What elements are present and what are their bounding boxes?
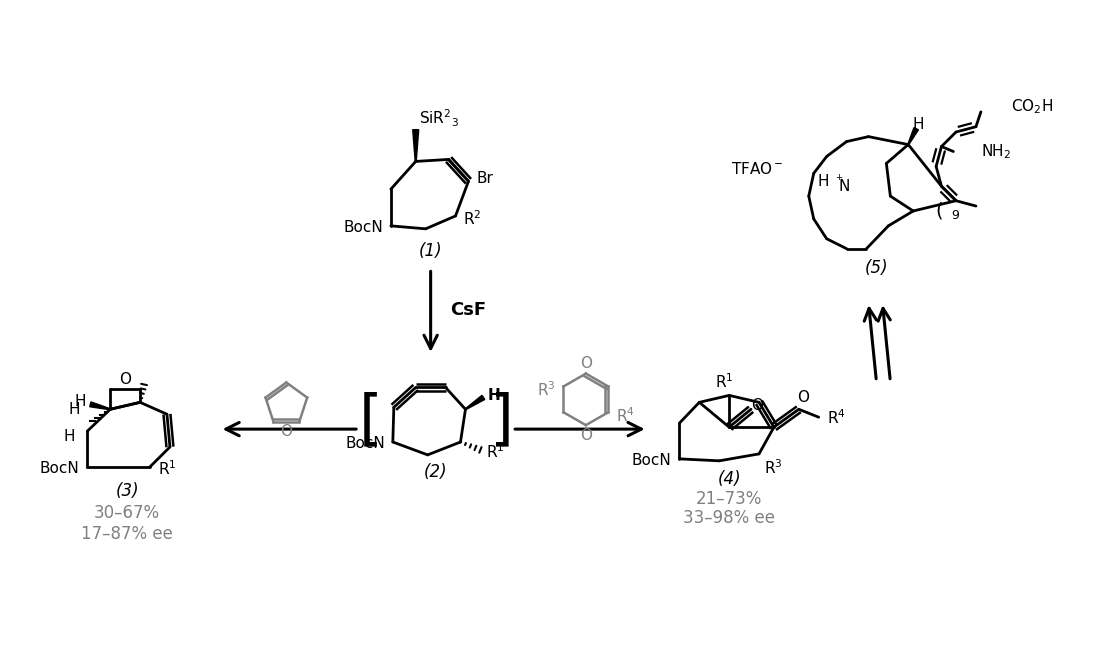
Text: 33–98% ee: 33–98% ee	[684, 509, 775, 527]
Text: H: H	[75, 394, 86, 409]
Text: ]: ]	[490, 392, 515, 450]
Polygon shape	[466, 395, 485, 409]
Polygon shape	[90, 402, 111, 409]
Text: CsF: CsF	[451, 301, 487, 319]
Text: (: (	[935, 202, 943, 221]
Text: CO$_2$H: CO$_2$H	[1010, 98, 1053, 117]
Text: 17–87% ee: 17–87% ee	[82, 525, 173, 543]
Text: R$^4$: R$^4$	[827, 408, 846, 426]
Text: O: O	[751, 398, 763, 413]
Text: R$^2$: R$^2$	[463, 210, 482, 229]
Text: R$^3$: R$^3$	[537, 380, 555, 399]
Text: R$^1$: R$^1$	[487, 443, 505, 462]
Text: $^+$: $^+$	[834, 173, 844, 186]
Text: H: H	[488, 388, 500, 403]
Text: BocN: BocN	[39, 462, 79, 477]
Text: 21–73%: 21–73%	[696, 490, 762, 508]
Text: (2): (2)	[424, 463, 448, 480]
Text: R$^4$: R$^4$	[617, 406, 636, 424]
Text: 30–67%: 30–67%	[94, 505, 160, 522]
Text: NH$_2$: NH$_2$	[981, 142, 1012, 161]
Text: BocN: BocN	[632, 453, 671, 468]
Text: (5): (5)	[865, 260, 888, 277]
Text: H: H	[69, 402, 81, 417]
Text: [: [	[359, 392, 383, 450]
Text: (4): (4)	[717, 469, 741, 488]
Text: 9: 9	[951, 210, 959, 223]
Text: O: O	[580, 428, 592, 443]
Text: O: O	[281, 424, 292, 439]
Polygon shape	[413, 130, 419, 161]
Text: H: H	[817, 174, 829, 189]
Text: Br: Br	[477, 171, 493, 186]
Text: BocN: BocN	[345, 436, 385, 452]
Text: (1): (1)	[419, 242, 442, 260]
Text: R$^1$: R$^1$	[715, 372, 733, 391]
Text: N: N	[838, 178, 850, 194]
Text: O: O	[580, 356, 592, 371]
Text: TFAO$^-$: TFAO$^-$	[732, 161, 784, 177]
Text: (3): (3)	[115, 482, 139, 499]
Text: R$^3$: R$^3$	[764, 458, 782, 477]
Text: SiR$^2$$_3$: SiR$^2$$_3$	[419, 108, 459, 130]
Text: R$^1$: R$^1$	[158, 460, 177, 478]
Text: BocN: BocN	[344, 220, 383, 236]
Text: O: O	[119, 372, 131, 387]
Text: H: H	[912, 117, 924, 132]
Text: O: O	[797, 390, 809, 405]
Polygon shape	[908, 128, 919, 145]
Text: H: H	[64, 428, 75, 443]
